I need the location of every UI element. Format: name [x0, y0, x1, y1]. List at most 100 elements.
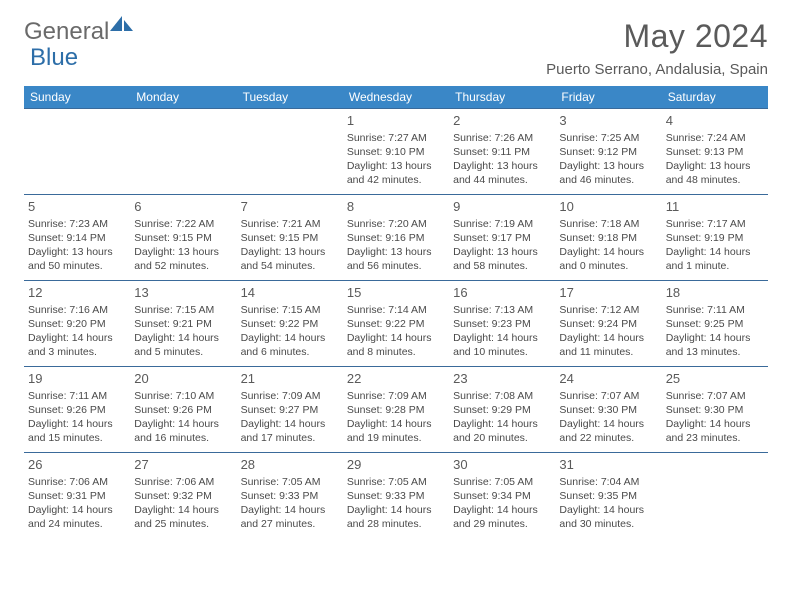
calendar-cell: 7Sunrise: 7:21 AMSunset: 9:15 PMDaylight… [237, 195, 343, 281]
daylight-line: Daylight: 14 hours and 29 minutes. [453, 503, 551, 531]
sunrise-line: Sunrise: 7:12 AM [559, 303, 657, 317]
sunrise-line: Sunrise: 7:27 AM [347, 131, 445, 145]
sunset-line: Sunset: 9:22 PM [347, 317, 445, 331]
month-title: May 2024 [546, 18, 768, 55]
calendar-cell: 8Sunrise: 7:20 AMSunset: 9:16 PMDaylight… [343, 195, 449, 281]
sunrise-line: Sunrise: 7:14 AM [347, 303, 445, 317]
sunrise-line: Sunrise: 7:08 AM [453, 389, 551, 403]
daylight-line: Daylight: 14 hours and 27 minutes. [241, 503, 339, 531]
sunset-line: Sunset: 9:23 PM [453, 317, 551, 331]
sunrise-line: Sunrise: 7:09 AM [241, 389, 339, 403]
sunset-line: Sunset: 9:26 PM [134, 403, 232, 417]
sunrise-line: Sunrise: 7:06 AM [28, 475, 126, 489]
sunrise-line: Sunrise: 7:24 AM [666, 131, 764, 145]
sunset-line: Sunset: 9:33 PM [241, 489, 339, 503]
daylight-line: Daylight: 14 hours and 20 minutes. [453, 417, 551, 445]
day-number: 10 [559, 198, 657, 216]
day-number: 15 [347, 284, 445, 302]
calendar-cell: 22Sunrise: 7:09 AMSunset: 9:28 PMDayligh… [343, 367, 449, 453]
day-number: 27 [134, 456, 232, 474]
daylight-line: Daylight: 14 hours and 30 minutes. [559, 503, 657, 531]
sunset-line: Sunset: 9:28 PM [347, 403, 445, 417]
daylight-line: Daylight: 14 hours and 0 minutes. [559, 245, 657, 273]
day-header: Thursday [449, 86, 555, 109]
day-header: Sunday [24, 86, 130, 109]
day-number: 4 [666, 112, 764, 130]
daylight-line: Daylight: 14 hours and 15 minutes. [28, 417, 126, 445]
sunrise-line: Sunrise: 7:18 AM [559, 217, 657, 231]
sunset-line: Sunset: 9:24 PM [559, 317, 657, 331]
day-header: Monday [130, 86, 236, 109]
daylight-line: Daylight: 13 hours and 46 minutes. [559, 159, 657, 187]
day-number: 21 [241, 370, 339, 388]
sunrise-line: Sunrise: 7:15 AM [241, 303, 339, 317]
day-number: 2 [453, 112, 551, 130]
daylight-line: Daylight: 14 hours and 10 minutes. [453, 331, 551, 359]
sunrise-line: Sunrise: 7:10 AM [134, 389, 232, 403]
sunrise-line: Sunrise: 7:23 AM [28, 217, 126, 231]
sunrise-line: Sunrise: 7:22 AM [134, 217, 232, 231]
brand-part1: General [24, 18, 109, 46]
calendar-table: SundayMondayTuesdayWednesdayThursdayFrid… [24, 86, 768, 539]
calendar-cell [237, 109, 343, 195]
sunset-line: Sunset: 9:30 PM [559, 403, 657, 417]
daylight-line: Daylight: 13 hours and 50 minutes. [28, 245, 126, 273]
header: General May 2024 Puerto Serrano, Andalus… [24, 18, 768, 78]
sunset-line: Sunset: 9:15 PM [241, 231, 339, 245]
calendar-cell: 14Sunrise: 7:15 AMSunset: 9:22 PMDayligh… [237, 281, 343, 367]
calendar-cell: 9Sunrise: 7:19 AMSunset: 9:17 PMDaylight… [449, 195, 555, 281]
sunset-line: Sunset: 9:33 PM [347, 489, 445, 503]
title-block: May 2024 Puerto Serrano, Andalusia, Spai… [546, 18, 768, 78]
day-number: 16 [453, 284, 551, 302]
sunset-line: Sunset: 9:30 PM [666, 403, 764, 417]
sunrise-line: Sunrise: 7:07 AM [559, 389, 657, 403]
day-header: Wednesday [343, 86, 449, 109]
daylight-line: Daylight: 13 hours and 52 minutes. [134, 245, 232, 273]
day-header: Saturday [662, 86, 768, 109]
sunset-line: Sunset: 9:18 PM [559, 231, 657, 245]
calendar-body: 1Sunrise: 7:27 AMSunset: 9:10 PMDaylight… [24, 109, 768, 539]
sunrise-line: Sunrise: 7:17 AM [666, 217, 764, 231]
location: Puerto Serrano, Andalusia, Spain [546, 61, 768, 78]
daylight-line: Daylight: 14 hours and 17 minutes. [241, 417, 339, 445]
sail-icon [109, 13, 135, 41]
daylight-line: Daylight: 14 hours and 19 minutes. [347, 417, 445, 445]
daylight-line: Daylight: 13 hours and 48 minutes. [666, 159, 764, 187]
day-number: 24 [559, 370, 657, 388]
calendar-cell: 3Sunrise: 7:25 AMSunset: 9:12 PMDaylight… [555, 109, 661, 195]
day-number: 18 [666, 284, 764, 302]
calendar-cell: 10Sunrise: 7:18 AMSunset: 9:18 PMDayligh… [555, 195, 661, 281]
sunset-line: Sunset: 9:16 PM [347, 231, 445, 245]
calendar-week-row: 26Sunrise: 7:06 AMSunset: 9:31 PMDayligh… [24, 453, 768, 539]
day-number: 31 [559, 456, 657, 474]
calendar-cell: 17Sunrise: 7:12 AMSunset: 9:24 PMDayligh… [555, 281, 661, 367]
sunrise-line: Sunrise: 7:21 AM [241, 217, 339, 231]
day-number: 28 [241, 456, 339, 474]
sunrise-line: Sunrise: 7:05 AM [347, 475, 445, 489]
sunset-line: Sunset: 9:19 PM [666, 231, 764, 245]
sunrise-line: Sunrise: 7:19 AM [453, 217, 551, 231]
day-number: 5 [28, 198, 126, 216]
sunrise-line: Sunrise: 7:20 AM [347, 217, 445, 231]
calendar-cell: 26Sunrise: 7:06 AMSunset: 9:31 PMDayligh… [24, 453, 130, 539]
sunset-line: Sunset: 9:27 PM [241, 403, 339, 417]
day-number: 23 [453, 370, 551, 388]
brand-logo: General [24, 18, 137, 46]
sunrise-line: Sunrise: 7:11 AM [28, 389, 126, 403]
calendar-cell: 13Sunrise: 7:15 AMSunset: 9:21 PMDayligh… [130, 281, 236, 367]
calendar-cell: 6Sunrise: 7:22 AMSunset: 9:15 PMDaylight… [130, 195, 236, 281]
calendar-cell: 2Sunrise: 7:26 AMSunset: 9:11 PMDaylight… [449, 109, 555, 195]
day-number: 30 [453, 456, 551, 474]
calendar-cell [662, 453, 768, 539]
calendar-cell [130, 109, 236, 195]
day-number: 17 [559, 284, 657, 302]
sunset-line: Sunset: 9:31 PM [28, 489, 126, 503]
calendar-week-row: 12Sunrise: 7:16 AMSunset: 9:20 PMDayligh… [24, 281, 768, 367]
sunrise-line: Sunrise: 7:15 AM [134, 303, 232, 317]
calendar-cell: 4Sunrise: 7:24 AMSunset: 9:13 PMDaylight… [662, 109, 768, 195]
day-number: 6 [134, 198, 232, 216]
daylight-line: Daylight: 14 hours and 22 minutes. [559, 417, 657, 445]
daylight-line: Daylight: 14 hours and 28 minutes. [347, 503, 445, 531]
calendar-cell: 15Sunrise: 7:14 AMSunset: 9:22 PMDayligh… [343, 281, 449, 367]
sunset-line: Sunset: 9:13 PM [666, 145, 764, 159]
